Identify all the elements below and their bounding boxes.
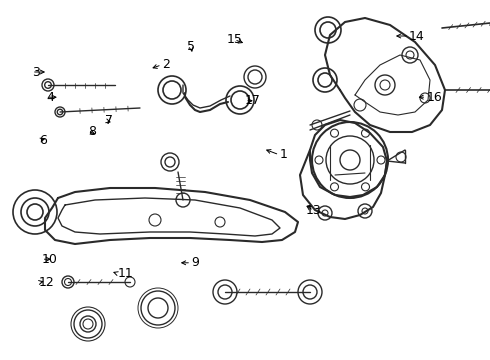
Text: 12: 12 xyxy=(38,276,54,289)
Text: 5: 5 xyxy=(187,40,195,53)
Text: 2: 2 xyxy=(162,58,170,71)
Text: 16: 16 xyxy=(426,91,442,104)
Text: 3: 3 xyxy=(32,66,40,78)
Text: 17: 17 xyxy=(245,94,261,107)
Text: 11: 11 xyxy=(118,267,133,280)
Text: 13: 13 xyxy=(306,204,321,217)
Text: 6: 6 xyxy=(39,134,47,147)
Text: 8: 8 xyxy=(88,125,96,138)
Text: 9: 9 xyxy=(191,256,199,269)
Text: 14: 14 xyxy=(409,30,425,42)
Text: 4: 4 xyxy=(47,91,54,104)
Text: 15: 15 xyxy=(226,33,242,46)
Text: 1: 1 xyxy=(279,148,287,161)
Text: 7: 7 xyxy=(105,114,113,127)
Text: 10: 10 xyxy=(42,253,57,266)
